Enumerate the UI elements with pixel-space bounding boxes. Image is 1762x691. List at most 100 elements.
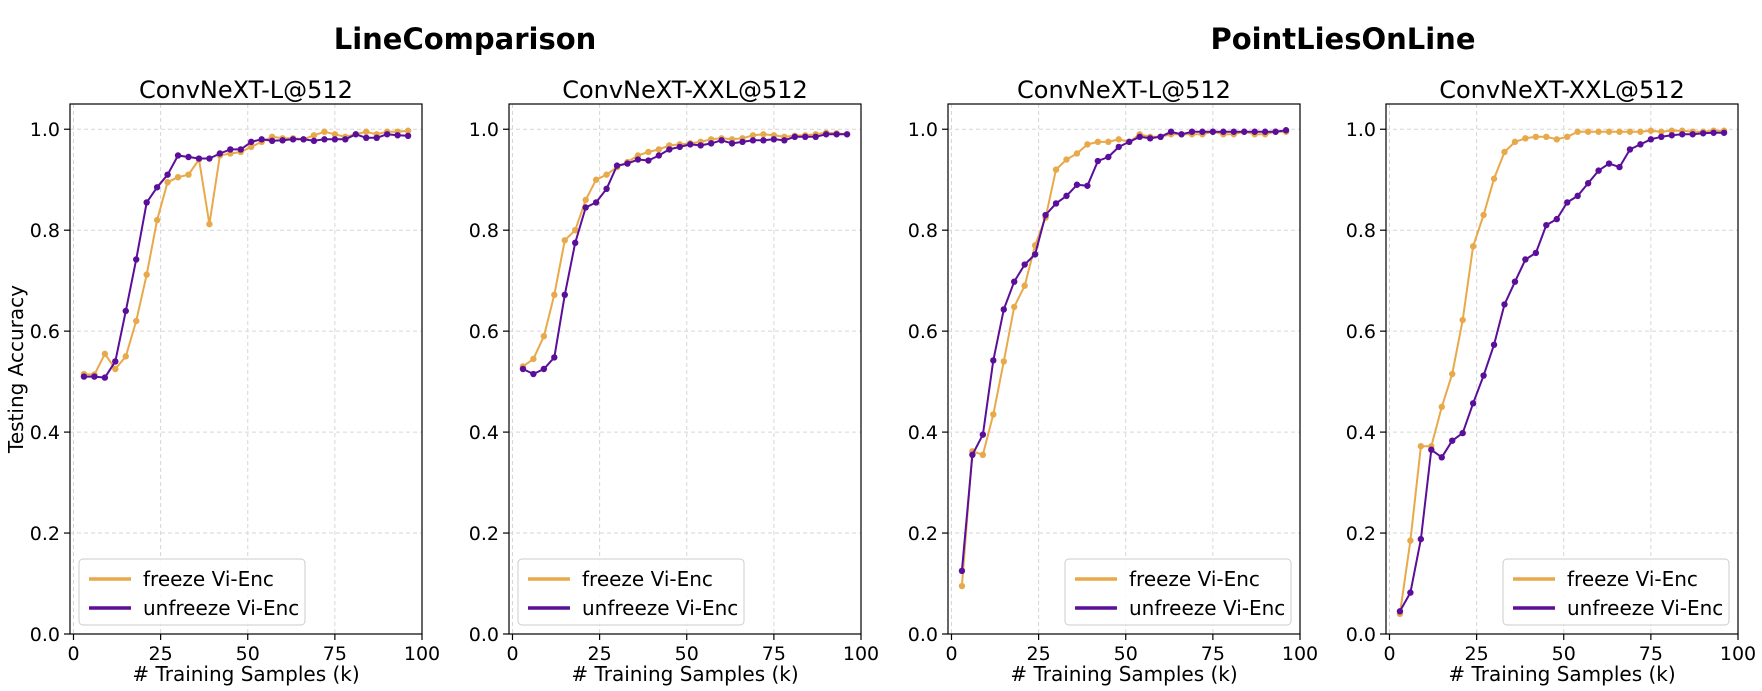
group-title-right: PointLiesOnLine [1210,22,1476,56]
panel-2-data-point-unfreeze [603,185,610,192]
panel-3-legend-label-unfreeze: unfreeze Vi-Enc [1129,596,1285,620]
panel-1-data-point-unfreeze [310,137,318,145]
panel-1-data-point-unfreeze [216,150,224,157]
panel-1-data-point-unfreeze [373,134,380,142]
panel-2-data-point-unfreeze [718,137,725,144]
panel-2-data-point-unfreeze [728,140,736,147]
panel-4-y-tick-label: 0.4 [1346,422,1376,444]
panel-3-series-line-freeze [960,130,1287,587]
panel-2-x-tick-label: 0 [506,643,518,665]
panel-3-title: ConvNeXT-L@512 [1017,76,1231,104]
panel-3-data-point-freeze [1084,141,1091,148]
panel-2-data-point-unfreeze [833,131,840,138]
panel-1-data-point-unfreeze [237,146,244,153]
panel-4-data-point-unfreeze [1459,429,1466,437]
panel-4-data-point-freeze [1553,136,1560,143]
panel-4-data-point-unfreeze [1532,249,1540,257]
panel-4-data-point-unfreeze [1637,141,1644,148]
panel-3-data-point-unfreeze [1031,251,1039,258]
panel-2-data-point-freeze [749,132,757,139]
panel-3-data-point-unfreeze [1042,211,1049,219]
panel-1-legend-box [78,558,306,626]
panel-3-axes-frame [947,103,1301,635]
panel-2-data-point-unfreeze [613,162,621,169]
panel-4-data-point-freeze [1469,243,1477,250]
panel-4-data-point-unfreeze [1668,132,1675,139]
panel-1-data-point-unfreeze [342,136,349,143]
panel-1-legend-label-freeze: freeze Vi-Enc [143,567,274,591]
panel-4-data-point-unfreeze [1449,437,1456,444]
panel-3-data-point-freeze [990,411,997,418]
panel-2-data-point-freeze [582,196,589,204]
panel-4-data-point-unfreeze [1626,146,1634,153]
panel-1-data-point-freeze [112,365,119,373]
panel-1-data-point-unfreeze [268,137,276,145]
panel-1-data-point-unfreeze [195,155,203,162]
panel-1-data-point-unfreeze [331,136,339,143]
panel-3-x-axis-label: # Training Samples (k) [1010,662,1237,686]
panel-3-data-point-unfreeze [1136,133,1143,141]
panel-2-data-point-unfreeze [572,239,579,247]
panel-1-data-point-unfreeze [80,373,88,380]
panel-1-data-point-freeze [143,271,150,278]
panel-2-data-point-unfreeze [519,365,527,373]
panel-3-x-tick-label: 50 [1114,643,1138,665]
panel-1-data-point-unfreeze [404,132,412,139]
panel-3-y-tick-label: 0.0 [908,624,938,646]
panel-3-x-tick-label: 0 [945,643,957,665]
panel-3-data-point-unfreeze [1115,143,1122,151]
panel-3-data-point-unfreeze [1261,128,1269,135]
panel-3-data-point-unfreeze [958,567,966,575]
panel-2-data-point-unfreeze [707,140,715,147]
panel-3-data-point-unfreeze [1073,181,1081,188]
panel-2-data-point-unfreeze [551,354,558,361]
panel-4-data-point-freeze [1584,128,1592,135]
panel-2-data-point-unfreeze [760,137,767,144]
panel-4-data-point-unfreeze [1720,129,1728,136]
panel-1-y-tick-label: 0.4 [30,422,60,444]
panel-1-data-point-freeze [310,132,318,139]
panel-4-data-point-freeze [1522,135,1529,142]
panel-3-data-point-unfreeze [1084,182,1091,189]
panel-1-data-point-unfreeze [300,136,307,143]
panel-1-data-point-unfreeze [394,132,401,139]
panel-4-data-point-freeze [1616,128,1623,135]
panel-1-data-point-unfreeze [174,152,182,159]
panel-1-data-point-unfreeze [206,155,213,162]
panel-1-y-tick-label: 0.0 [30,624,60,646]
panel-4-x-tick-label: 75 [1639,643,1663,665]
panel-4-x-tick-label: 50 [1552,643,1576,665]
panel-3-x-tick-label: 75 [1201,643,1225,665]
panel-3-data-point-unfreeze [1178,131,1185,138]
panel-3-data-point-freeze [1094,138,1102,146]
panel-3-data-point-unfreeze [990,357,997,364]
panel-4-y-tick-label: 0.0 [1346,624,1376,646]
panel-4-data-point-unfreeze [1490,341,1498,348]
panel-4-data-point-freeze [1626,128,1634,135]
group-title-left: LineComparison [333,22,597,56]
panel-2-legend-box [517,558,745,626]
panel-1-data-point-unfreeze [258,136,265,143]
panel-4-data-point-freeze [1490,175,1498,182]
panel-2-data-point-unfreeze [530,370,537,378]
panel-3-legend-label-freeze: freeze Vi-Enc [1129,567,1260,591]
panel-2-data-point-unfreeze [739,138,746,146]
panel-4-data-point-unfreeze [1407,589,1414,596]
panel-2-data-point-unfreeze [540,365,548,373]
panel-1-x-axis-label: # Training Samples (k) [132,662,359,686]
panel-1-data-point-unfreeze [112,358,119,365]
panel-2-data-point-unfreeze [666,146,673,153]
panel-4-data-point-unfreeze [1469,400,1477,407]
panel-4-data-point-unfreeze [1689,131,1696,138]
panel-2-data-point-unfreeze [561,291,568,298]
panel-4-data-point-freeze [1574,128,1581,135]
panel-3-y-tick-label: 1.0 [908,119,938,141]
panel-1-data-point-unfreeze [248,138,255,146]
panel-1-data-point-freeze [164,179,171,186]
panel-4-data-point-unfreeze [1428,446,1435,453]
panel-3-data-point-unfreeze [1220,128,1227,135]
panel-1-data-point-unfreeze [352,131,359,138]
panel-1-data-point-freeze [321,128,328,135]
panel-2-data-point-freeze [760,131,767,138]
panel-3-data-point-unfreeze [1146,135,1154,142]
